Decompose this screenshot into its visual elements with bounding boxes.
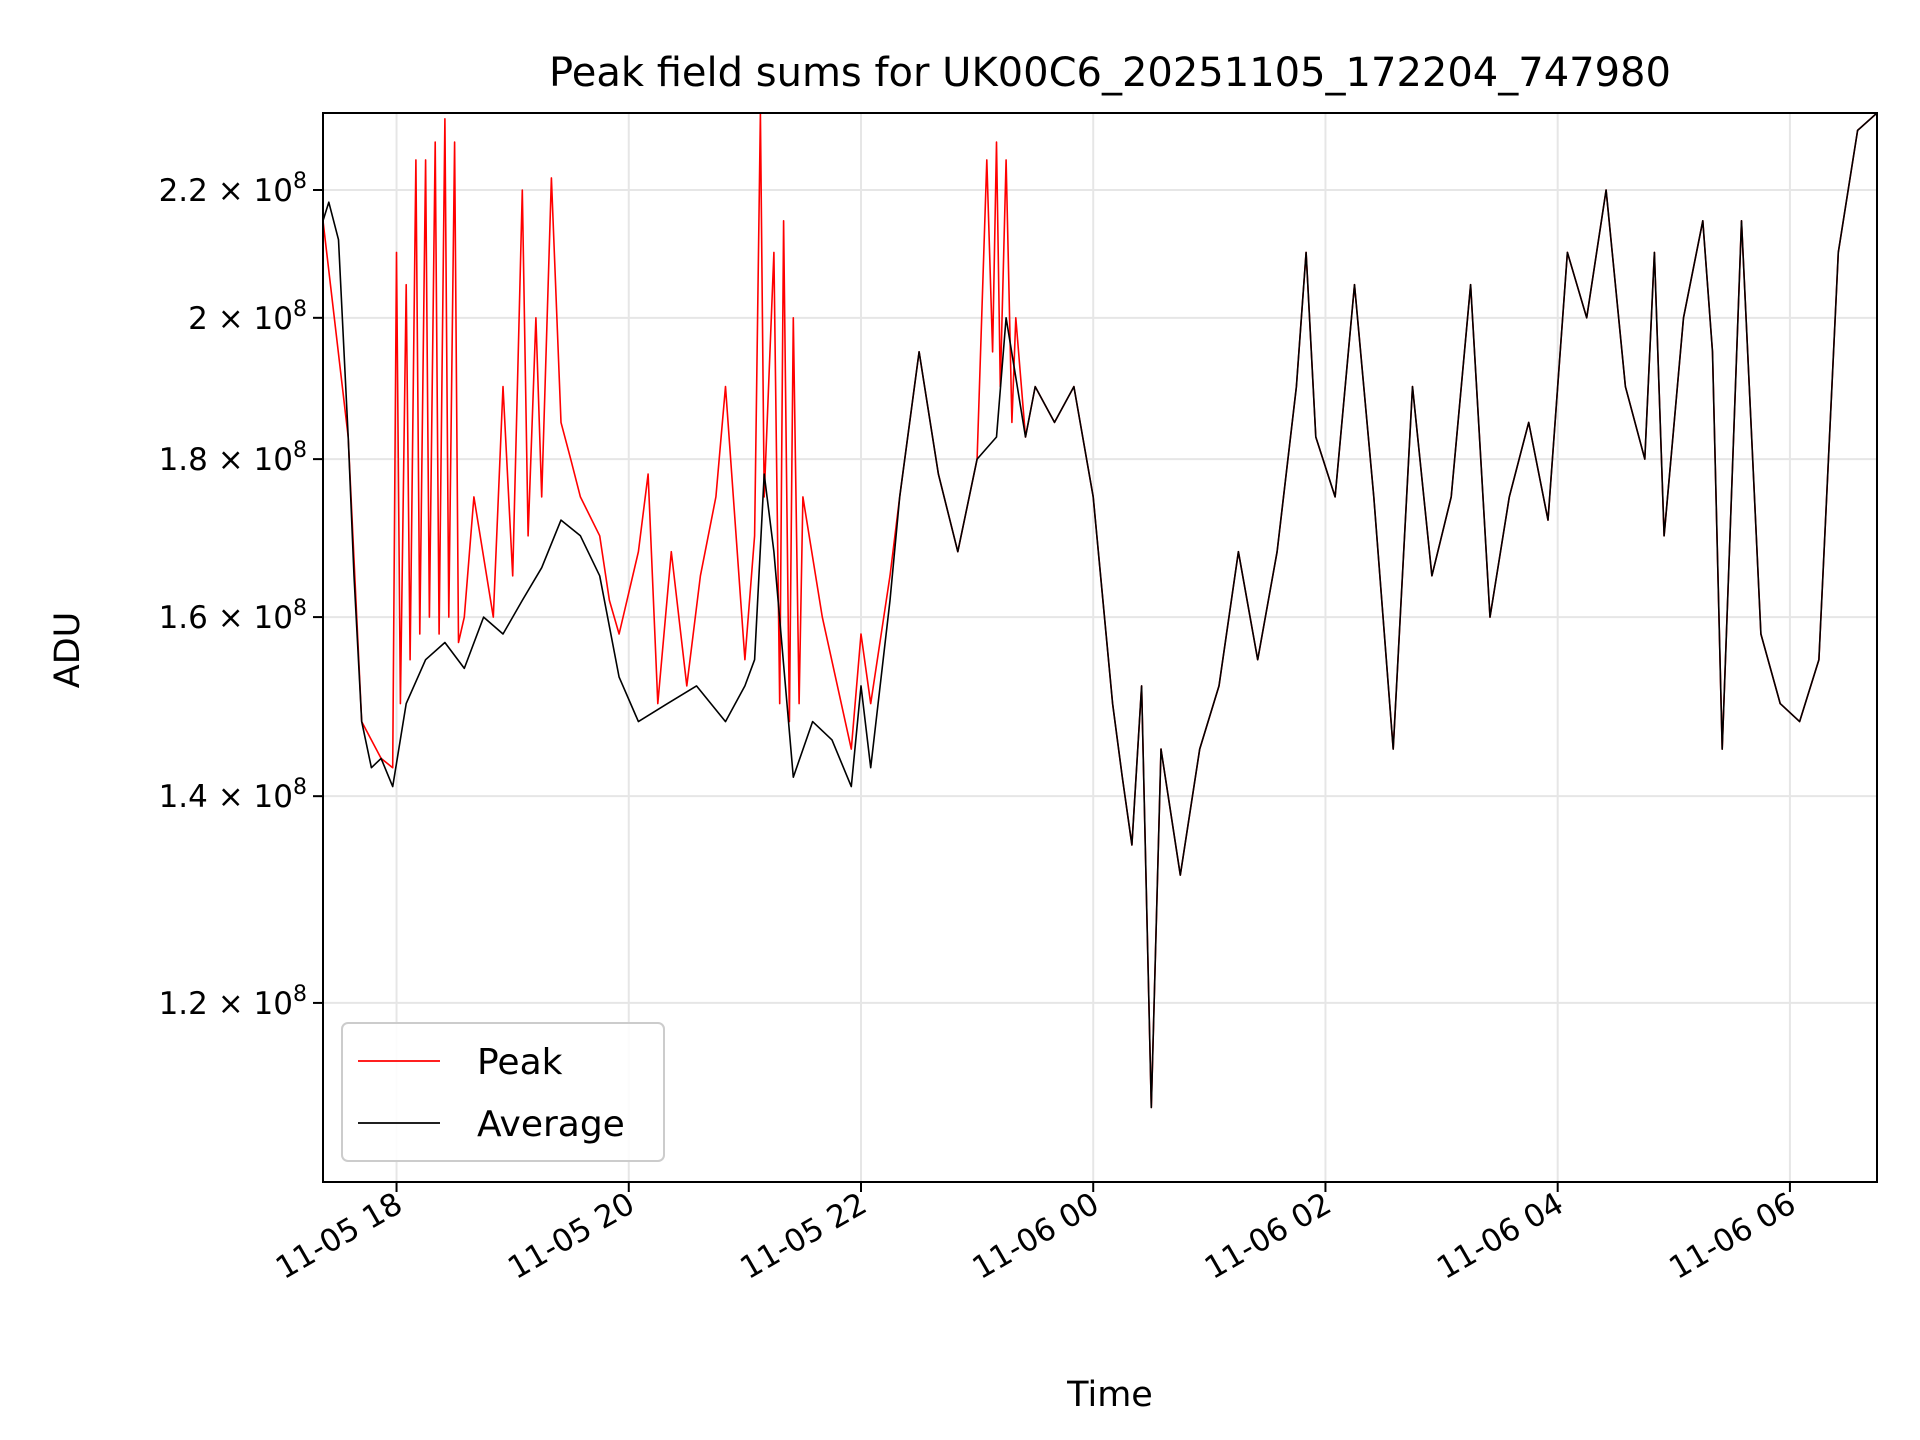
chart-title: Peak field sums for UK00C6_20251105_1722…: [549, 50, 1671, 96]
legend-box: [341, 1022, 665, 1162]
plot-frame: [322, 112, 1878, 1183]
legend-label: Peak: [477, 1042, 563, 1083]
grid-lines: [323, 113, 1877, 1182]
y-tick-label: 2.2 × 108: [159, 169, 307, 209]
series-lines: [322, 112, 1878, 1109]
y-tick-label: 1.8 × 108: [159, 438, 307, 478]
y-axis-label: ADU: [48, 612, 88, 689]
y-tick-label: 2 × 108: [188, 297, 307, 337]
series-line-average: [322, 112, 1878, 1109]
y-tick-label: 1.2 × 108: [159, 982, 307, 1022]
x-axis-label: Time: [1066, 1375, 1153, 1415]
y-tick-label: 1.4 × 108: [159, 775, 307, 815]
y-tick-label: 1.6 × 108: [159, 596, 307, 636]
y-axis: 1.2 × 108 1.4 × 108 1.6 × 108 1.8 × 108 2 × …: [159, 169, 323, 1022]
legend-label: Average: [477, 1104, 625, 1145]
legend: Peak Average: [341, 1022, 665, 1162]
